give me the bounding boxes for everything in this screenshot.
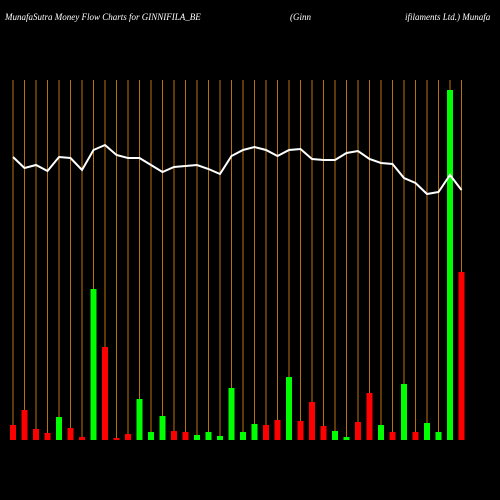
bar <box>171 431 177 440</box>
bar <box>412 432 419 440</box>
bar <box>343 437 350 440</box>
bar <box>263 425 269 440</box>
bar <box>332 431 338 440</box>
bar <box>102 347 108 440</box>
chart-subtitle: (Ginn <box>290 12 311 22</box>
chart-subtitle: ifilaments Ltd.) Munafa <box>405 12 491 22</box>
bar <box>389 432 396 440</box>
bar <box>240 432 246 440</box>
bar <box>228 388 235 440</box>
bar <box>56 417 62 440</box>
bar <box>194 435 200 440</box>
bar <box>309 402 315 440</box>
bar <box>67 428 74 440</box>
bar <box>320 426 327 440</box>
bar <box>366 393 373 440</box>
money-flow-line <box>12 143 463 196</box>
bar <box>125 434 131 440</box>
bar <box>113 438 120 440</box>
chart-title: MunafaSutra Money Flow Charts for GINNIF… <box>4 12 201 22</box>
bar <box>286 377 292 440</box>
bar <box>435 432 442 440</box>
bar <box>205 432 212 440</box>
bar <box>297 421 304 440</box>
bar <box>251 424 258 440</box>
bar <box>10 425 16 440</box>
bar <box>90 289 97 440</box>
bar <box>136 399 143 440</box>
bar <box>355 422 361 440</box>
bar <box>274 420 281 440</box>
bar <box>217 436 223 440</box>
bar <box>424 423 430 440</box>
bar <box>33 429 39 440</box>
bar <box>378 425 384 440</box>
bar <box>148 432 154 440</box>
bar <box>458 272 465 440</box>
bar <box>159 416 166 440</box>
bar <box>401 384 407 440</box>
bar <box>182 432 189 440</box>
bar <box>44 433 51 440</box>
bar <box>21 410 28 440</box>
bar <box>447 90 453 440</box>
bar <box>79 437 85 440</box>
